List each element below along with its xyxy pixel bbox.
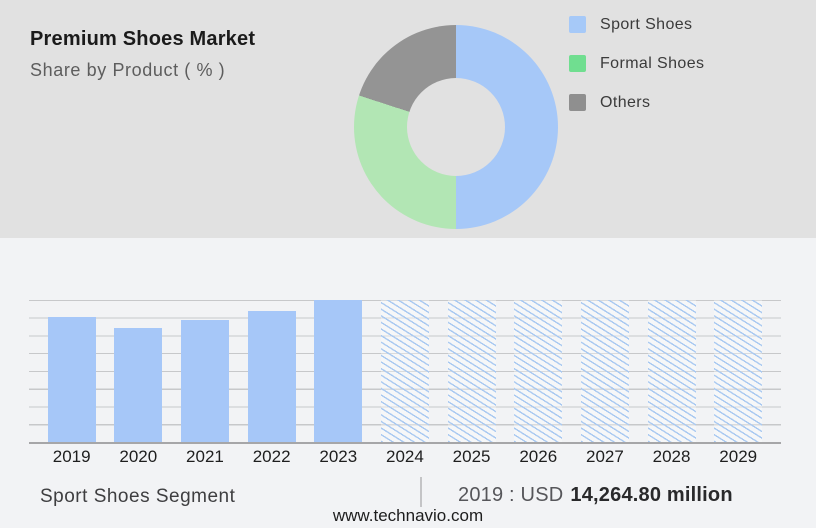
x-axis-label-2022: 2022 (252, 447, 291, 466)
legend-item: Formal Shoes (569, 55, 704, 72)
bar-2022 (247, 310, 296, 442)
value-line: 2019 : USD 14,264.80 million (458, 484, 733, 507)
bar-2024 (380, 300, 429, 442)
bar-2023 (314, 300, 363, 442)
value-prefix: 2019 : USD (458, 484, 564, 506)
x-axis-labels: 2019 2020 2021 2022 2023 2024 2025 2026 2027 2028… (29, 447, 781, 467)
x-axis-label-2025: 2025 (452, 447, 491, 466)
donut-hole (407, 78, 505, 176)
bar-2028 (647, 300, 696, 442)
x-axis-label-2026: 2026 (519, 447, 558, 466)
x-axis-label-2029: 2029 (719, 447, 758, 466)
donut-chart (354, 25, 558, 229)
legend: Sport Shoes Formal Shoes Others (569, 16, 704, 133)
bar-2026 (514, 300, 563, 442)
top-section: Premium Shoes Market Share by Product ( … (0, 0, 816, 238)
bar-2029 (714, 300, 763, 442)
legend-label: Others (600, 93, 651, 111)
bar-2020 (114, 327, 163, 442)
legend-label: Formal Shoes (600, 54, 705, 72)
x-axis-label-2021: 2021 (186, 447, 224, 466)
segment-label: Sport Shoes Segment (40, 486, 236, 507)
title-block: Premium Shoes Market Share by Product ( … (30, 28, 255, 81)
website-url: www.technavio.com (332, 506, 484, 525)
legend-color-swatch (569, 16, 586, 33)
x-axis-label-2020: 2020 (119, 447, 158, 466)
bar-chart-plot (29, 300, 781, 444)
x-axis-label-2028: 2028 (652, 447, 691, 466)
bar-2027 (580, 300, 629, 442)
value-bold: 14,264.80 million (570, 484, 733, 506)
bar-2021 (180, 320, 229, 442)
x-axis-label-2019: 2019 (52, 447, 91, 466)
bar-2019 (47, 317, 96, 442)
page-title: Premium Shoes Market (30, 28, 256, 50)
separator-divider (420, 477, 422, 507)
bar-chart-bars (29, 300, 781, 442)
x-axis-label-2023: 2023 (319, 447, 358, 466)
page-subtitle: Share by Product ( % ) (30, 60, 226, 80)
x-axis-label-2027: 2027 (585, 447, 624, 466)
legend-item: Sport Shoes (569, 16, 704, 33)
legend-item: Others (569, 94, 704, 111)
bar-2025 (447, 300, 496, 442)
legend-color-swatch (569, 94, 586, 111)
legend-color-swatch (569, 55, 586, 72)
x-axis-label-2024: 2024 (386, 447, 424, 466)
legend-label: Sport Shoes (600, 15, 693, 33)
